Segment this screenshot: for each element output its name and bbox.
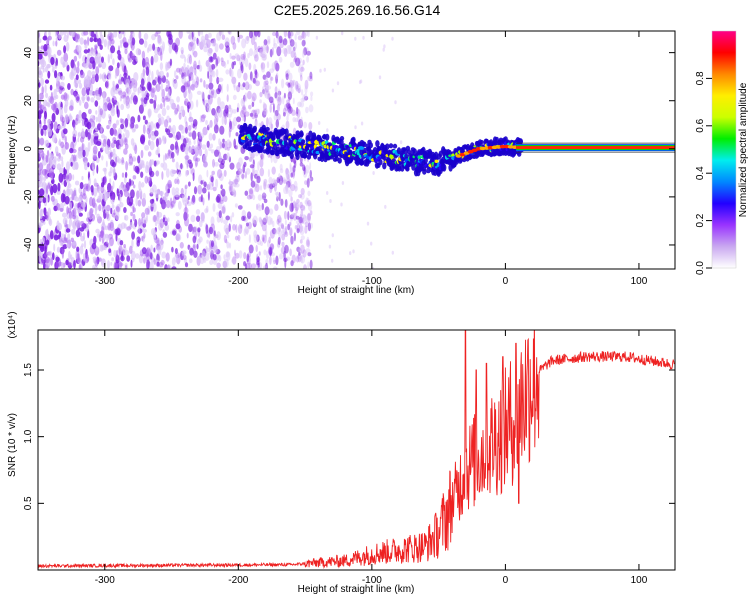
spectrogram-plot-area xyxy=(38,31,675,269)
signal-track xyxy=(238,122,524,177)
carrier-line xyxy=(516,142,675,153)
x-tick-label: 100 xyxy=(631,575,648,586)
figure-title: C2E5.2025.269.16.56.G14 xyxy=(274,2,441,18)
spectrogram-y-ticks: -40 -20 0 20 40 xyxy=(23,47,675,252)
snr-multiplier-label: (x10⁴) xyxy=(7,311,18,338)
x-tick-label: -200 xyxy=(228,276,248,287)
snr-frame xyxy=(37,329,676,571)
x-tick-label: -100 xyxy=(362,276,382,287)
colorbar-tick-label: 0.4 xyxy=(695,166,706,180)
colorbar-tick-label: 0.6 xyxy=(695,118,706,132)
snr-y-ticks: 0.5 1.0 1.5 xyxy=(23,363,675,510)
x-tick-label: -300 xyxy=(95,276,115,287)
y-tick-label: 1.0 xyxy=(23,429,34,443)
snr-plot-area xyxy=(38,330,675,569)
y-tick-label: 0.5 xyxy=(23,496,34,510)
x-tick-label: -100 xyxy=(362,575,382,586)
snr-series-line xyxy=(38,330,675,569)
colorbar-tick-label: 0.2 xyxy=(695,213,706,227)
colorbar-label: Normalized spectral amplitude xyxy=(738,82,749,217)
colorbar-tick-label: 0.8 xyxy=(695,71,706,85)
colorbar-frame xyxy=(711,30,737,269)
colorbar-tick-label: 0.0 xyxy=(695,261,706,275)
x-tick-label: -200 xyxy=(228,575,248,586)
y-tick-label: 40 xyxy=(23,47,34,59)
colorbar-scale xyxy=(712,31,736,268)
x-tick-label: 0 xyxy=(503,575,509,586)
spectrogram-frame xyxy=(37,30,676,270)
y-tick-label: 1.5 xyxy=(23,363,34,377)
y-tick-label: 0 xyxy=(23,146,34,152)
noise-dots xyxy=(38,31,403,269)
colorbar-ticks: 0.0 0.2 0.4 0.6 0.8 xyxy=(695,71,712,275)
x-tick-label: 100 xyxy=(631,276,648,287)
x-tick-label: -300 xyxy=(95,575,115,586)
spectrogram-x-ticks: -300 -200 -100 0 100 xyxy=(95,31,648,287)
snr-x-label: Height of straight line (km) xyxy=(298,584,415,595)
spectrogram-x-label: Height of straight line (km) xyxy=(298,285,415,296)
x-tick-label: 0 xyxy=(503,276,509,287)
y-tick-label: 20 xyxy=(23,95,34,107)
y-tick-label: -40 xyxy=(23,237,34,252)
spectrogram-y-label: Frequency (Hz) xyxy=(7,116,18,185)
colorbar: 0.0 0.2 0.4 0.6 0.8 Normalized spectral ampl… xyxy=(695,30,749,275)
y-tick-label: -20 xyxy=(23,189,34,204)
snr-y-label: SNR (10 * v/v) xyxy=(7,413,18,477)
snr-panel: -300 -200 -100 0 100 0.5 1.0 1.5 Height of str… xyxy=(7,311,676,595)
snr-x-ticks: -300 -200 -100 0 100 xyxy=(95,330,648,586)
